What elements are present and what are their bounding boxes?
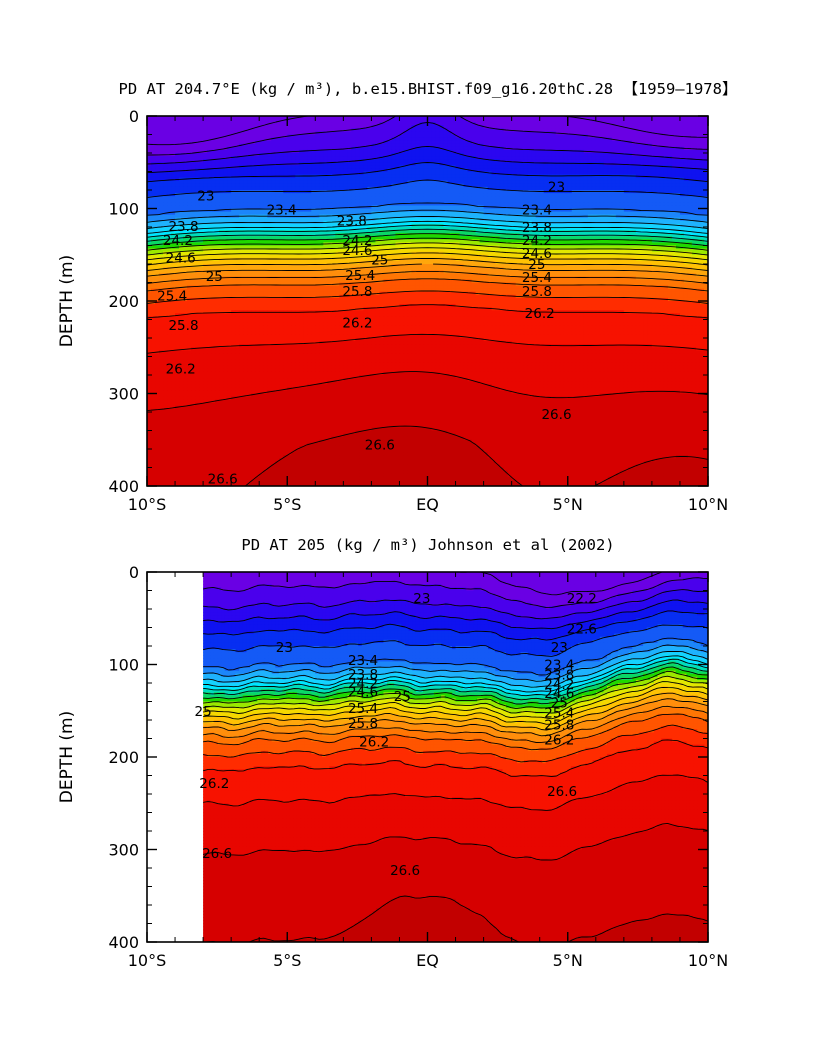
top-contour-panel: PD AT 204.7°E (kg / m³), b.e15.BHIST.f09… [57, 80, 737, 514]
chart-title: PD AT 204.7°E (kg / m³), b.e15.BHIST.f09… [119, 80, 738, 98]
density-fill-layer [147, 116, 709, 487]
